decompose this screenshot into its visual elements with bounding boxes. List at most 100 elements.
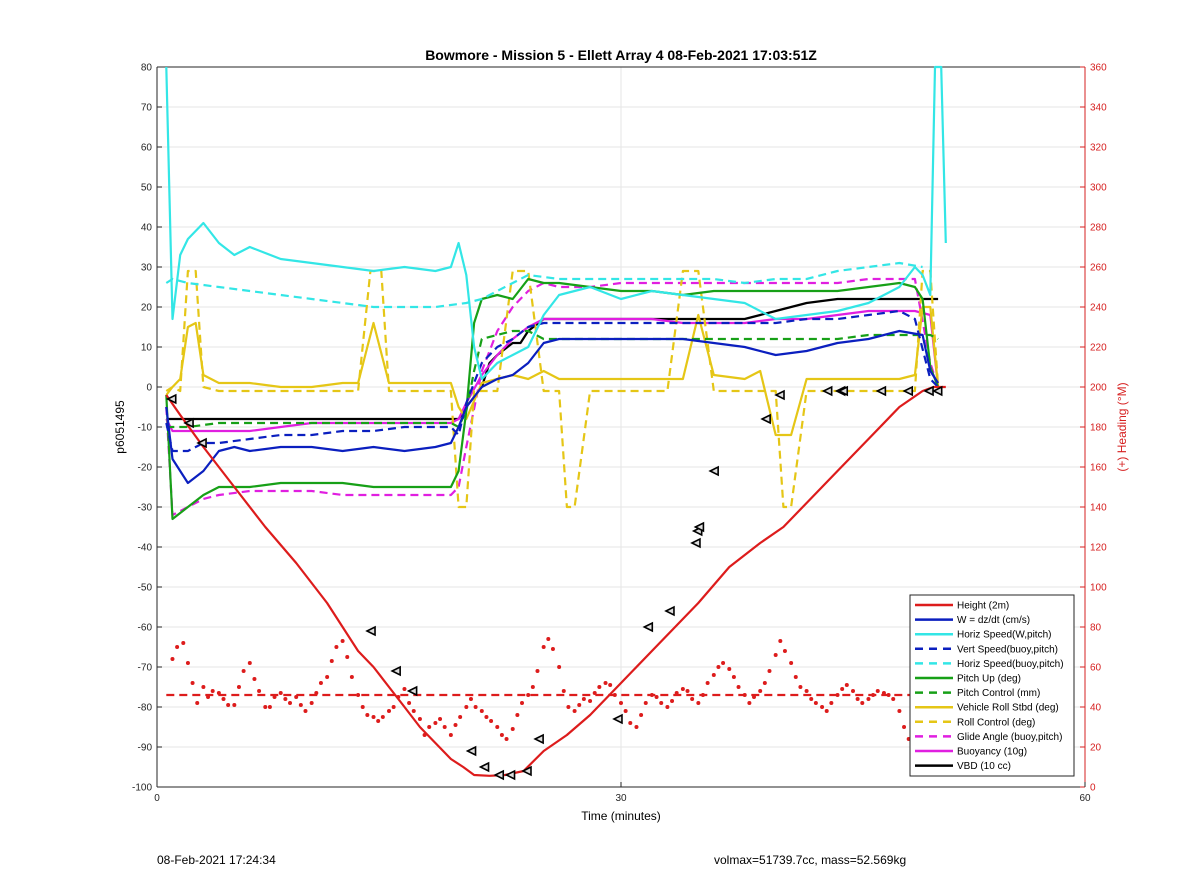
heading-point [897,709,902,713]
height-marker [612,713,623,725]
series-vehicle-roll-stbd-deg [165,305,940,437]
heading-point [232,703,237,707]
heading-point [190,681,195,685]
heading-point [510,727,515,731]
heading-point [417,717,422,721]
heading-point [789,661,794,665]
heading-point [902,725,907,729]
heading-point [736,685,741,689]
heading-point [643,701,648,705]
heading-point [700,693,705,697]
y-tick-label-left: -50 [138,583,153,594]
heading-point [272,695,277,699]
heading-point [851,689,855,693]
heading-point [236,685,241,689]
legend-label: Glide Angle (buoy,pitch) [957,732,1062,743]
heading-point [530,685,535,689]
heading-point [468,697,473,701]
heading-point [623,709,628,713]
heading-point [762,681,767,685]
heading-point [592,691,597,695]
y-tick-label-right: 340 [1090,103,1107,114]
y-tick-label-left: -10 [138,423,153,434]
heading-point [875,689,880,693]
legend-label: Vehicle Roll Stbd (deg) [957,703,1059,714]
legend-label: Pitch Up (deg) [957,674,1021,685]
heading-point [793,675,798,679]
heading-point [175,645,180,649]
heading-point [654,695,659,699]
x-tick-label: 30 [615,793,627,804]
y-tick-label-left: 40 [141,223,153,234]
legend: Height (2m) W = dz/dt (cm/s) Horiz Speed(W… [909,594,1075,777]
legend-box [909,594,1075,777]
heading-point [612,693,617,697]
heading-point [680,687,685,691]
heading-point [526,693,531,697]
legend-label: Pitch Control (mm) [957,688,1040,699]
heading-point [515,713,520,717]
heading-point [550,647,555,651]
heading-point [356,693,361,697]
heading-point [752,695,757,699]
heading-point [210,689,215,693]
y-tick-label-left: -80 [138,703,153,714]
heading-point [195,701,200,705]
heading-point [758,689,763,693]
heading-point [674,691,679,695]
heading-point [690,697,695,701]
series-heading-dots [170,637,933,751]
series-pitch-control-mm [166,329,939,429]
y-tick-label-right: 300 [1090,183,1107,194]
y-tick-label-right: 60 [1090,663,1102,674]
heading-point [809,697,814,701]
y-tick-label-right: 100 [1090,583,1107,594]
heading-point [371,715,376,719]
y-tick-label-left: -40 [138,543,153,554]
heading-point [608,683,613,687]
heading-point [438,717,443,721]
heading-point [252,677,257,681]
heading-point [721,661,726,665]
heading-point [566,705,571,709]
heading-point [433,721,438,725]
y-tick-label-left: -100 [132,783,152,794]
heading-point [464,705,469,709]
series-horiz-speed-w-pitch [165,65,947,381]
axes: 80706050403020100-10-20-30-40-50-60-70-8… [132,63,1107,805]
heading-point [201,685,206,689]
y-axis-left-label: p6051495 [113,400,127,454]
series-horiz-speed-buoy-pitch [165,261,923,309]
heading-point [557,665,562,669]
y-tick-label-left: 80 [141,63,153,74]
heading-point [345,655,350,659]
heading-point [840,687,845,691]
y-tick-label-right: 200 [1090,383,1107,394]
heading-point [303,709,308,713]
series-buoyancy-10g [165,309,940,433]
heading-point [639,713,644,717]
y-tick-label-right: 280 [1090,223,1107,234]
heading-point [804,689,809,693]
height-marker [365,625,376,637]
heading-point [659,701,664,705]
height-marker [760,413,771,425]
y-tick-label-right: 40 [1090,703,1102,714]
y-tick-label-left: -60 [138,623,153,634]
height-marker [693,521,705,533]
heading-point [283,697,288,701]
heading-point [170,657,175,661]
heading-point [881,691,886,695]
heading-point [572,709,577,713]
heading-point [886,693,891,697]
heading-point [767,669,772,673]
heading-point [442,725,447,729]
series-pitch-up-deg [165,277,940,521]
heading-point [546,637,551,641]
series-vert-speed-buoy-pitch [165,309,939,453]
series-height-2m [165,385,946,777]
heading-point [813,701,818,705]
y-tick-label-right: 0 [1090,783,1096,794]
heading-point [665,705,670,709]
